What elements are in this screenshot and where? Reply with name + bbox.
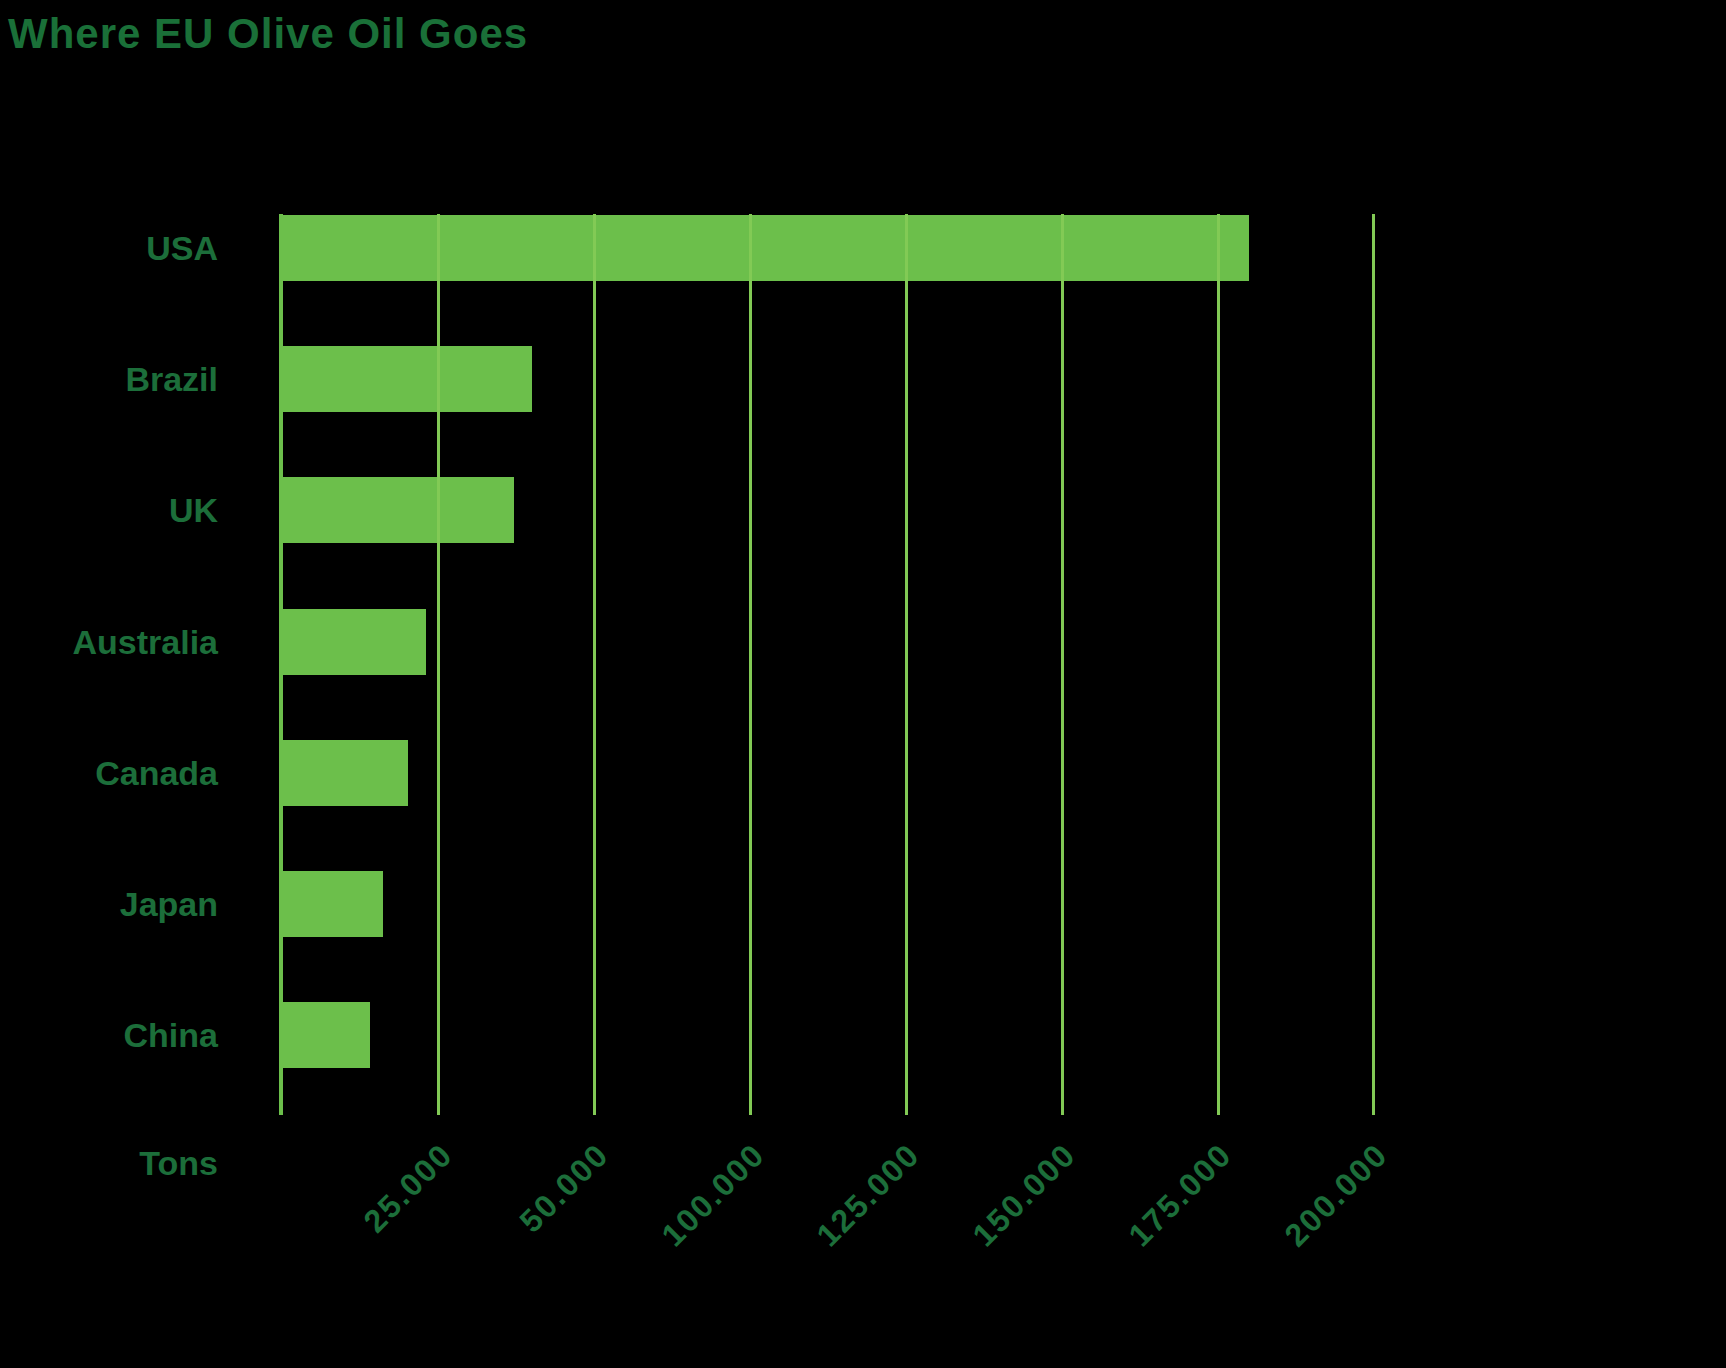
y-axis-line [279,214,283,1115]
bar [283,1002,370,1068]
category-label: UK [0,489,218,531]
category-label: USA [0,227,218,269]
gridline [593,214,596,1115]
gridline [905,214,908,1115]
gridline [749,214,752,1115]
bar [283,740,408,806]
bar [283,477,514,543]
category-label: Australia [0,621,218,663]
gridline [1061,214,1064,1115]
olive-oil-export-chart: { "chart_data": { "type": "bar", "orient… [0,0,1726,1368]
gridline [1372,214,1375,1115]
bar [283,215,1249,281]
category-label: China [0,1014,218,1056]
plot-area: Tons 25.00050.000100.000125.000150.00017… [0,0,1726,1368]
bar [283,609,426,675]
x-axis-unit-label: Tons [0,1142,218,1184]
bar [283,346,532,412]
category-label: Japan [0,883,218,925]
category-label: Canada [0,752,218,794]
bar [283,871,383,937]
gridline [1217,214,1220,1115]
category-label: Brazil [0,358,218,400]
gridline [437,214,440,1115]
